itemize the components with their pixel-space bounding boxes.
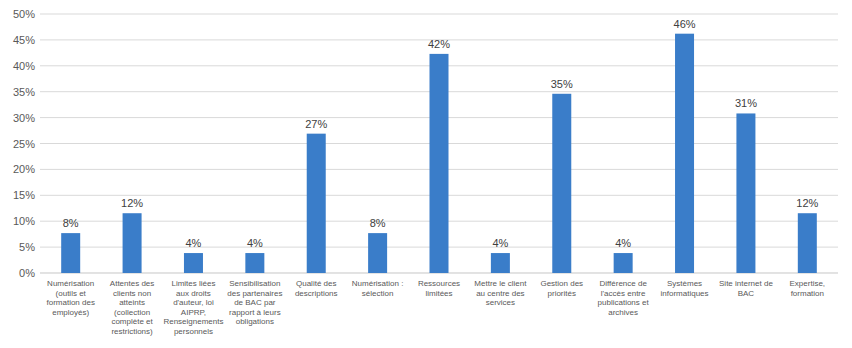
category-line: Qualité des: [296, 279, 336, 288]
data-label: 4%: [492, 237, 508, 249]
data-label: 46%: [674, 18, 696, 30]
category-line: aux droits: [176, 289, 211, 298]
category-label: Mettre le clientau centre desservices: [474, 279, 527, 307]
bar: [430, 54, 449, 273]
category-line: Numérisation: [47, 279, 94, 288]
data-label: 35%: [551, 78, 573, 90]
category-label: Sensibilisationdes partenairesde BAC par…: [227, 279, 282, 326]
bar: [798, 213, 817, 273]
data-label: 4%: [615, 237, 631, 249]
bar: [61, 233, 80, 273]
category-line: au centre des: [476, 289, 524, 298]
category-label: Ressourceslimitées: [418, 279, 460, 298]
y-tick-label: 5%: [19, 241, 35, 253]
bar: [368, 233, 387, 273]
category-line: Sensibilisation: [229, 279, 280, 288]
category-label: Qualité desdescriptions: [295, 279, 338, 298]
y-tick-label: 10%: [13, 215, 35, 227]
category-line: Expertise,: [790, 279, 826, 288]
category-label: Site internet deBAC: [719, 279, 773, 298]
category-line: archives: [608, 308, 638, 317]
y-tick-label: 25%: [13, 138, 35, 150]
bar: [123, 213, 142, 273]
bar: [614, 253, 633, 273]
category-label: Numérisation(outils etformation desemplo…: [46, 279, 94, 317]
category-line: complète et: [111, 317, 153, 326]
category-line: Renseignements: [163, 317, 223, 326]
category-line: formation: [791, 289, 824, 298]
category-line: Site internet de: [719, 279, 773, 288]
category-line: (outils et: [56, 289, 87, 298]
category-label: Systèmesinformatiques: [661, 279, 709, 298]
y-tick-label: 40%: [13, 60, 35, 72]
category-line: priorités: [548, 289, 576, 298]
category-line: (collection: [114, 308, 150, 317]
category-line: Attentes des: [110, 279, 154, 288]
category-line: employés): [52, 308, 89, 317]
category-label: Différence del'accès entrepublications e…: [598, 279, 650, 317]
category-line: Mettre le client: [474, 279, 527, 288]
data-label: 27%: [305, 118, 327, 130]
category-line: de BAC par: [234, 298, 276, 307]
data-label: 4%: [247, 237, 263, 249]
category-line: Gestion des: [540, 279, 583, 288]
data-label: 8%: [370, 217, 386, 229]
category-line: clients non: [113, 289, 151, 298]
y-tick-label: 30%: [13, 112, 35, 124]
grid: [40, 14, 838, 273]
category-label: Numérisation :sélection: [352, 279, 404, 298]
bar: [491, 253, 510, 273]
data-label: 12%: [121, 197, 143, 209]
category-line: Numérisation :: [352, 279, 404, 288]
category-label: Attentes desclients nonatteints(collecti…: [110, 279, 154, 336]
chart: 0% 5% 10% 15% 20% 25% 30% 35% 40% 45% 50% 8% 12% 4% 4%…: [0, 0, 852, 348]
category-line: BAC: [738, 289, 755, 298]
category-line: d'auteur, loi: [173, 298, 214, 307]
category-line: l'accès entre: [601, 289, 646, 298]
y-tick-label: 50%: [13, 8, 35, 20]
category-line: Ressources: [418, 279, 460, 288]
category-line: atteints: [119, 298, 145, 307]
data-label: 12%: [796, 197, 818, 209]
y-tick-label: 0%: [19, 267, 35, 279]
category-line: sélection: [362, 289, 394, 298]
category-line: publications et: [598, 298, 650, 307]
grid-line: [40, 14, 838, 15]
category-label: Expertise,formation: [790, 279, 826, 298]
category-label: Gestion despriorités: [540, 279, 583, 298]
category-line: services: [486, 298, 515, 307]
category-line: descriptions: [295, 289, 338, 298]
bar: [184, 253, 203, 273]
category-line: informatiques: [661, 289, 709, 298]
y-tick-label: 45%: [13, 34, 35, 46]
category-line: restrictions): [111, 327, 153, 336]
bar: [736, 113, 755, 273]
data-label: 31%: [735, 97, 757, 109]
data-label: 42%: [428, 38, 450, 50]
category-line: limitées: [425, 289, 452, 298]
y-tick-label: 35%: [13, 86, 35, 98]
category-line: Systèmes: [667, 279, 702, 288]
y-tick-label: 15%: [13, 189, 35, 201]
category-line: personnels: [174, 327, 213, 336]
data-label: 8%: [63, 217, 79, 229]
bars: [61, 34, 817, 273]
bar: [245, 253, 264, 273]
bar: [552, 94, 571, 273]
bar: [675, 34, 694, 273]
y-tick-label: 20%: [13, 163, 35, 175]
category-label: Limites liéesaux droitsd'auteur, loiAIPR…: [163, 279, 223, 336]
category-line: rapport à leurs: [229, 308, 281, 317]
data-label: 4%: [186, 237, 202, 249]
category-line: obligations: [236, 317, 274, 326]
category-line: des partenaires: [227, 289, 282, 298]
bar: [307, 134, 326, 273]
category-line: formation des: [46, 298, 94, 307]
category-line: Différence de: [599, 279, 647, 288]
category-line: AIPRP,: [181, 308, 206, 317]
category-line: Limites liées: [171, 279, 215, 288]
